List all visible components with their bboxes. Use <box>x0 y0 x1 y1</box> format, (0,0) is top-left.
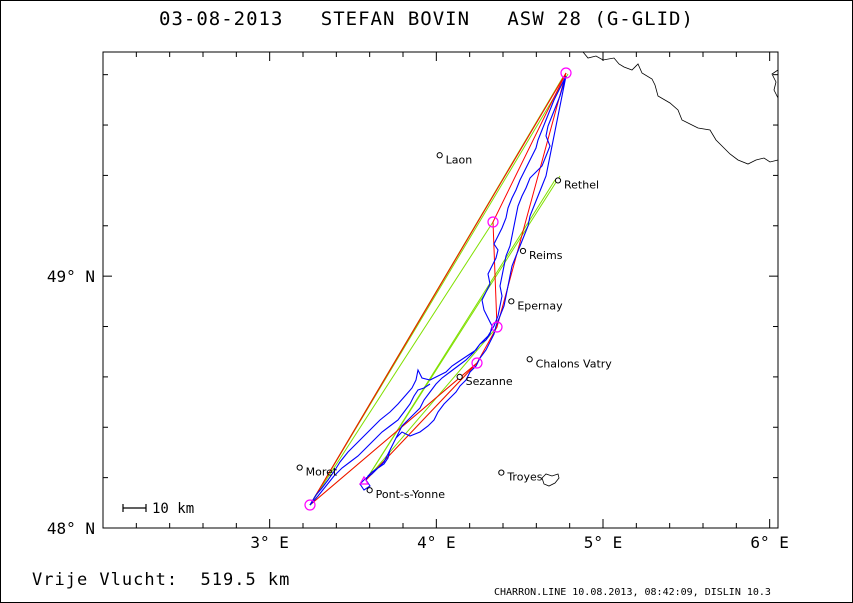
turnpoint-3 <box>487 216 499 228</box>
city-marker <box>508 298 515 305</box>
flight-track <box>309 75 567 506</box>
city-label: Chalons Vatry <box>536 357 613 370</box>
turnpoint-2 <box>491 321 503 333</box>
lon-tick-label: 5° E <box>584 533 623 552</box>
city-label: Rethel <box>564 178 599 191</box>
lon-tick-label: 6° E <box>750 533 789 552</box>
troyes-lake <box>541 473 560 487</box>
finish-triangle <box>358 475 370 485</box>
national-border-east <box>771 69 779 99</box>
city-marker <box>519 247 527 255</box>
city-marker <box>456 373 463 380</box>
turnpoint-1 <box>471 357 483 369</box>
city-label: Reims <box>529 249 563 262</box>
national-border <box>582 51 779 165</box>
map-area <box>102 51 779 529</box>
lat-tick-label: 48° N <box>47 519 95 538</box>
city-marker <box>366 487 373 494</box>
axes: 3° E 4° E 5° E 6° E 48° N 49° N <box>47 52 789 552</box>
city-label: Moret <box>306 466 338 479</box>
turnpoints <box>304 67 572 511</box>
city-marker <box>498 469 505 476</box>
city-label: Laon <box>446 153 473 166</box>
scale-bar-label: 10 km <box>152 501 194 517</box>
city-markers: Laon Rethel Reims Epernay Chalons Vatry Sezan… <box>296 152 613 501</box>
turnpoint-start <box>304 499 316 511</box>
city-marker <box>554 177 562 184</box>
scale-bar: 10 km <box>122 501 194 517</box>
city-marker <box>296 464 303 471</box>
city-label: Epernay <box>517 299 563 312</box>
lon-tick-label: 3° E <box>250 533 289 552</box>
turnpoint-4 <box>560 67 572 79</box>
free-flight-distance: Vrije Vlucht: 519.5 km <box>32 570 291 590</box>
flight-title: 03-08-2013 STEFAN BOVIN ASW 28 (G-GLID) <box>159 8 694 30</box>
lon-tick-label: 4° E <box>417 533 456 552</box>
city-marker <box>436 152 443 159</box>
city-label: Sezanne <box>466 375 513 388</box>
lat-tick-label: 49° N <box>47 267 95 286</box>
city-marker <box>526 356 533 363</box>
task-legs <box>309 72 567 506</box>
city-label: Pont-s-Yonne <box>376 488 446 501</box>
footer-info: CHARRON.LINE 10.08.2013, 08:42:09, DISLI… <box>494 587 771 598</box>
city-label: Troyes <box>506 471 542 484</box>
flight-track-start <box>309 383 431 506</box>
